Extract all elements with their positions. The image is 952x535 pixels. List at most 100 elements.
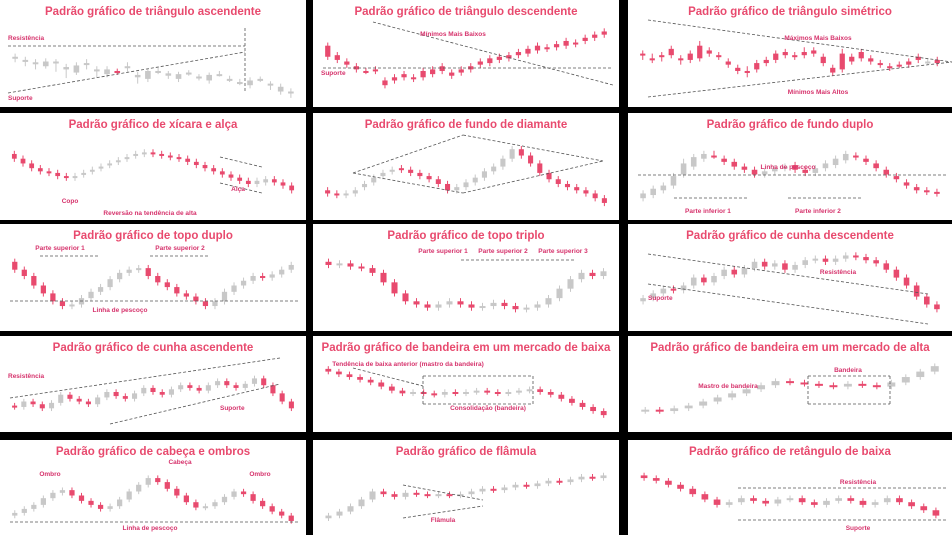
pattern-label: Parte inferior 1	[685, 208, 731, 215]
candle	[380, 269, 387, 286]
candle	[136, 264, 142, 273]
candle	[829, 382, 838, 390]
candle	[757, 382, 766, 392]
candle	[289, 182, 295, 194]
candle	[107, 503, 113, 512]
candle	[843, 381, 852, 390]
candle	[132, 390, 138, 402]
candlestick-chart: Parte superior 1 Parte superior 2 Linha de…	[10, 245, 300, 314]
candle	[830, 64, 836, 76]
candle	[534, 301, 541, 311]
candle	[420, 67, 426, 81]
candle	[155, 272, 161, 286]
candlestick-chart: Resistência Suporte	[640, 472, 948, 532]
candle	[67, 392, 73, 402]
candle	[916, 368, 925, 380]
candle	[771, 378, 780, 388]
candle	[185, 70, 192, 76]
candle	[240, 277, 247, 289]
candle	[446, 491, 453, 499]
candle	[589, 269, 596, 280]
pattern-panel: Padrão gráfico de fundo duplo Linha de pe…	[628, 113, 952, 220]
candle	[380, 169, 386, 180]
candle	[85, 398, 91, 407]
candle	[487, 55, 493, 67]
pattern-label: Copo	[62, 198, 79, 205]
candle	[231, 282, 237, 295]
candlestick-chart: Copo Reversão na tendência de alta Alça	[11, 149, 295, 217]
candle	[211, 165, 217, 175]
candlestick-chart: Mastro de bandeira Bandeira	[641, 363, 939, 414]
candle	[150, 149, 156, 158]
candle	[920, 503, 928, 513]
candle	[73, 62, 80, 75]
candle	[500, 155, 506, 170]
candle	[435, 491, 442, 499]
candle	[267, 81, 274, 90]
candle	[261, 375, 267, 388]
candle	[165, 70, 172, 79]
pattern-label: Máximos Mais Baixos	[784, 35, 852, 42]
candle	[417, 169, 423, 180]
candle	[458, 66, 464, 76]
candle	[659, 52, 665, 62]
candle	[21, 506, 27, 516]
candle	[823, 498, 830, 508]
candle	[913, 282, 920, 300]
candle	[247, 77, 253, 89]
candle	[534, 480, 541, 489]
candle	[721, 155, 727, 166]
candle	[525, 45, 531, 57]
candle	[336, 508, 343, 519]
candle	[863, 253, 869, 264]
candle	[72, 172, 78, 181]
pattern-label: Alça	[231, 186, 245, 193]
candle	[515, 48, 522, 59]
candle	[21, 398, 27, 410]
candle	[59, 487, 66, 496]
candle	[391, 491, 398, 500]
candle	[431, 390, 438, 398]
pattern-title: Padrão gráfico de triângulo simétrico	[688, 6, 892, 18]
pattern-label: Linha de pescoço	[123, 525, 178, 532]
pattern-panel: Padrão gráfico de topo duplo Parte superi…	[0, 224, 306, 331]
candle	[583, 187, 589, 197]
candle	[124, 62, 131, 72]
candle	[399, 387, 406, 397]
candle	[660, 285, 667, 297]
trend-line	[352, 172, 464, 194]
candle	[744, 66, 750, 78]
candle	[761, 168, 768, 178]
candle	[567, 276, 574, 292]
candle	[835, 495, 842, 504]
candle	[457, 298, 464, 308]
candle	[88, 288, 94, 302]
candle	[868, 55, 874, 65]
candle	[107, 160, 113, 169]
candle	[600, 472, 607, 481]
candle	[908, 499, 915, 509]
candle	[126, 266, 132, 277]
candle	[89, 166, 95, 175]
candle	[774, 496, 782, 507]
trend-line	[352, 134, 464, 174]
candle	[69, 487, 75, 499]
candle	[701, 150, 707, 162]
candle	[193, 158, 199, 169]
candle	[263, 176, 269, 186]
candle	[925, 58, 931, 65]
pattern-panel: Padrão gráfico de fundo de diamante	[313, 113, 619, 220]
candle	[906, 58, 912, 68]
candle	[820, 53, 826, 67]
candle	[202, 503, 209, 511]
candle	[446, 298, 453, 308]
candle	[859, 498, 867, 508]
candle	[133, 150, 139, 159]
candle	[159, 389, 165, 398]
pattern-title: Padrão gráfico de fundo duplo	[706, 119, 874, 131]
candle	[46, 168, 52, 177]
candle	[832, 255, 839, 265]
candle	[810, 499, 818, 508]
pattern-label: Parte superior 3	[538, 248, 588, 255]
pattern-title: Padrão gráfico de cabeça e ombros	[55, 446, 251, 458]
